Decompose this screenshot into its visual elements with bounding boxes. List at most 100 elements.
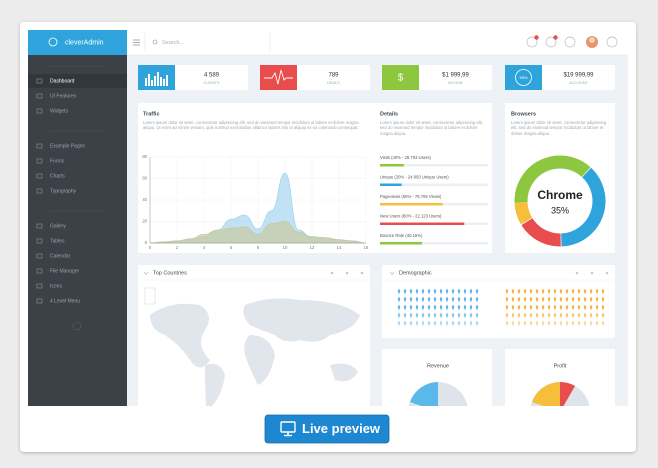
panel-title: Traffic: [143, 111, 160, 117]
sidebar-item[interactable]: Icons: [50, 283, 62, 289]
y-tick-label: 0: [145, 240, 148, 245]
donut-segment: [514, 155, 591, 203]
stat-icon-bg: [138, 65, 175, 90]
sidebar-toggle[interactable]: [72, 321, 82, 331]
sidebar-icon: [36, 283, 43, 289]
demographic-fade: [392, 286, 610, 330]
profit-slice: [532, 382, 560, 406]
stat-value: 4 589: [204, 73, 220, 79]
donut-value: 35%: [551, 205, 569, 215]
progress-fill: [380, 164, 404, 167]
button-label[interactable]: Live preview: [302, 421, 381, 436]
sidebar-item[interactable]: Typography: [50, 188, 77, 194]
x-tick-label: 10: [283, 245, 288, 250]
sidebar-icon: [36, 268, 43, 274]
donut-label: Chrome: [537, 188, 583, 202]
stat-icon: [163, 79, 165, 86]
brand-bar: [28, 30, 127, 55]
avatar-face: [589, 37, 595, 43]
stat-icon-bg: [260, 65, 297, 90]
sidebar-icon: [36, 173, 43, 179]
sidebar-item[interactable]: Charts: [50, 173, 65, 179]
sidebar-item[interactable]: Widgets: [50, 108, 69, 114]
sidebar-icon: [36, 253, 43, 259]
detail-label: Visits (40% - 29.703 Users): [380, 155, 431, 160]
progress-fill: [380, 242, 423, 245]
detail-label: New Users (80% - 22.123 Users): [380, 214, 442, 219]
stat-label: INCOME: [448, 81, 464, 85]
sidebar-item[interactable]: Forms: [50, 158, 65, 164]
stat-icon: [166, 75, 168, 86]
stat-icon: [264, 69, 293, 85]
progress-track: [380, 242, 488, 245]
x-tick-label: 12: [310, 245, 315, 250]
brand: cleverAdmin: [65, 39, 104, 46]
sidebar-item[interactable]: Dashboard: [50, 78, 75, 84]
stat-icon-text: 50%: [519, 75, 527, 80]
chevron: [389, 271, 395, 275]
brand-icon: [48, 37, 58, 47]
badge: [553, 35, 558, 40]
x-tick-label: 4: [203, 245, 206, 250]
search-input[interactable]: Search...: [162, 40, 184, 46]
stat-icon-text: $: [398, 73, 404, 84]
stat-icon-bg: [382, 65, 419, 90]
y-tick-label: 60: [142, 176, 147, 181]
paragraph: Lorem ipsum dolor sit amet, consectetur …: [511, 120, 607, 136]
stat-icon: [157, 72, 159, 86]
stat-icon-ring: [515, 69, 532, 86]
x-tick-label: 2: [176, 245, 179, 250]
x-tick-label: 8: [257, 245, 260, 250]
area-series: [149, 221, 367, 244]
profit-slice: [560, 381, 575, 406]
donut-segment: [560, 167, 606, 247]
world-map: [144, 287, 360, 406]
top-icons[interactable]: [526, 36, 618, 48]
x-tick-label: 16: [364, 245, 369, 250]
panel-title: Top Countries: [153, 270, 187, 276]
donut-segment: [521, 217, 561, 247]
panel-title: Browsers: [511, 111, 536, 117]
live-preview-button[interactable]: [264, 414, 390, 444]
sidebar-item[interactable]: Calendar: [50, 253, 71, 259]
chevron: [143, 271, 149, 275]
hamburger[interactable]: [133, 39, 140, 46]
sidebar-item[interactable]: Example Pages: [50, 143, 86, 149]
y-tick-label: 20: [142, 219, 147, 224]
detail-label: Unique (20% - 24.093 Unique Users): [380, 175, 449, 180]
panel-title: Demographic: [399, 270, 432, 276]
sidebar-item[interactable]: File Manager: [50, 268, 80, 274]
detail-label: Bounce Rate (40.15%): [380, 233, 423, 238]
sidebar-item[interactable]: Gallery: [50, 223, 66, 229]
screenshot: Dashboard UI Features Widgets Example Pages…: [28, 30, 628, 406]
sidebar-item[interactable]: UI Features: [50, 93, 77, 99]
sidebar-active: [28, 74, 127, 88]
x-tick-label: 6: [230, 245, 233, 250]
sidebar-item[interactable]: 4 Level Menu: [50, 298, 80, 304]
topbar: [28, 30, 628, 55]
search-icon: [152, 39, 158, 45]
sidebar-icon: [36, 298, 43, 304]
stat-icon: [148, 74, 150, 86]
sidebar-icon: [36, 188, 43, 194]
stat-label: ACCOUNT: [569, 81, 588, 85]
donut-segment: [514, 201, 533, 225]
y-tick-label: 80: [142, 154, 147, 159]
sidebar-icon: [36, 78, 43, 84]
sidebar-item[interactable]: Tables: [50, 238, 65, 244]
paragraph: Lorem ipsum dolor sit amet, consectetur …: [380, 120, 483, 136]
panel: [138, 103, 492, 253]
sidebar-icon: [36, 158, 43, 164]
sidebar-icon: [36, 238, 43, 244]
x-tick-label: 14: [337, 245, 342, 250]
sidebar-icon: [36, 108, 43, 114]
panel-tools[interactable]: [330, 271, 609, 275]
stat-icon: [160, 77, 162, 86]
sidebar-icon: [36, 93, 43, 99]
progress-fill: [380, 183, 402, 186]
panel-title: Details: [380, 111, 398, 117]
sidebar: [28, 55, 127, 406]
stat-value: $1 999,99: [442, 73, 469, 79]
progress-fill: [380, 203, 443, 206]
